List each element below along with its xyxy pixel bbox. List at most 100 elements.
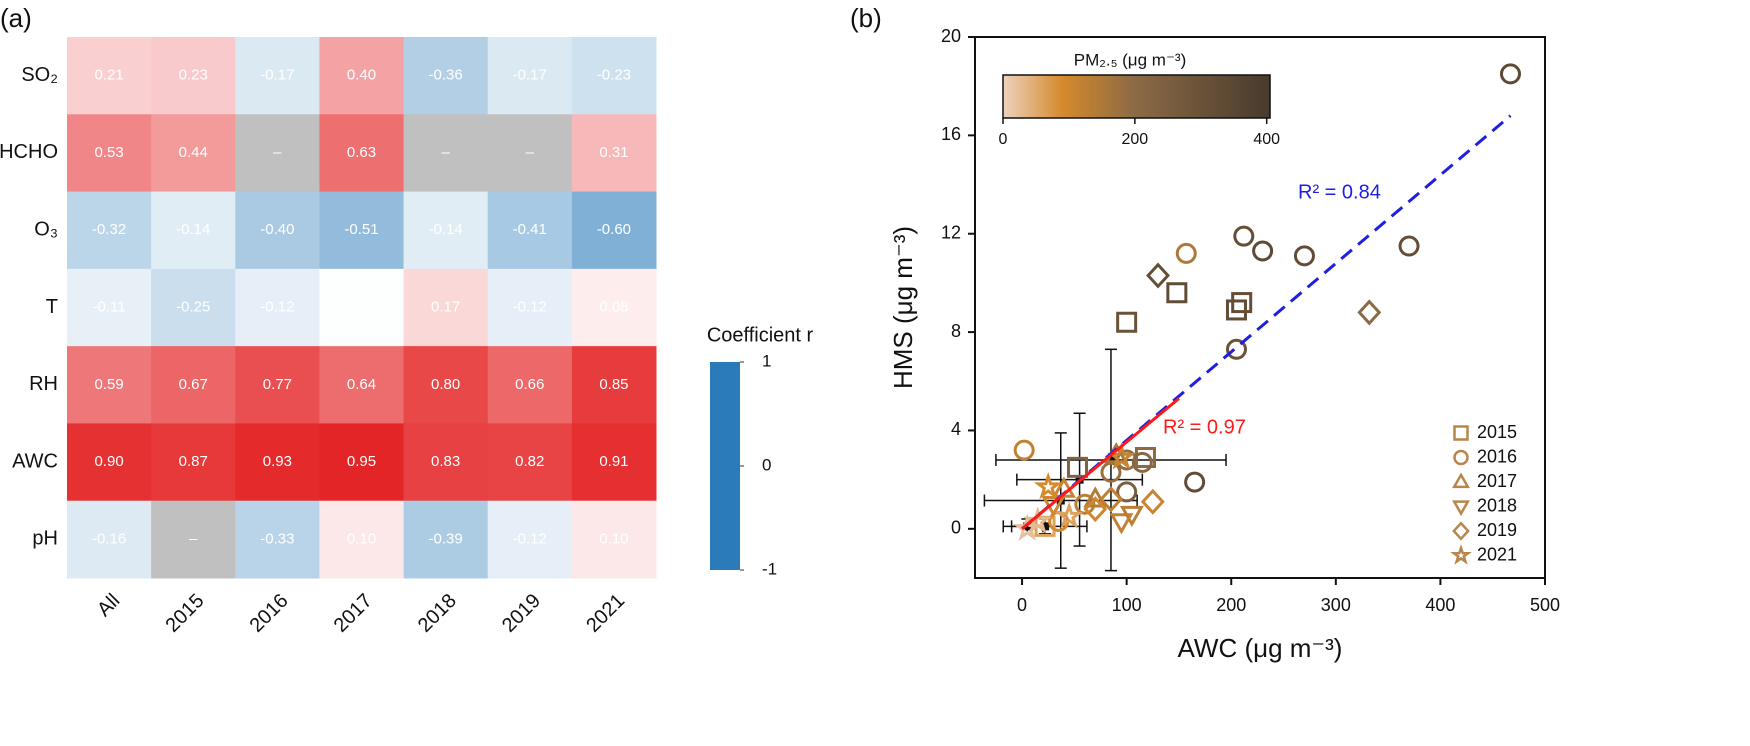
cell-label: -0.14 [429, 221, 463, 238]
error-center [1106, 455, 1115, 464]
colorbar-title: PM₂.₅ (μg m⁻³) [1074, 50, 1186, 69]
marker [1293, 245, 1315, 267]
cell-label: -0.12 [260, 298, 294, 315]
fit-label: R² = 0.97 [1163, 416, 1246, 438]
heat-cell [571, 114, 657, 193]
marker [1099, 486, 1123, 513]
cell-label: 0.59 [94, 376, 123, 393]
marker [1140, 488, 1165, 515]
cell-label: 0.17 [431, 298, 460, 315]
marker [1233, 225, 1255, 247]
cell-label: -0.23 [597, 67, 631, 84]
x-tick-label: 100 [1112, 595, 1142, 615]
marker [1175, 242, 1197, 264]
colorbar [710, 362, 740, 570]
cell-label: -0.32 [92, 221, 126, 238]
heat-cell [403, 346, 489, 424]
marker [1398, 235, 1420, 257]
heat-cell [571, 268, 657, 347]
heat-cell [403, 114, 489, 193]
cell-label: – [273, 144, 282, 161]
fit-label: R² = 0.84 [1298, 181, 1381, 203]
heat-cell [235, 114, 320, 193]
marker [1116, 481, 1138, 503]
legend-label: 2021 [1477, 544, 1517, 564]
marker [1083, 496, 1108, 523]
cell-label: -0.14 [176, 221, 210, 238]
legend-label: 2017 [1477, 471, 1517, 491]
x-tick-label: 500 [1530, 595, 1560, 615]
colorbar-tick-label: -1 [762, 559, 777, 578]
cell-label: -0.40 [260, 221, 294, 238]
cell-label: 0.77 [263, 376, 292, 393]
x-tick-label: 0 [1017, 595, 1027, 615]
marker [1499, 63, 1521, 85]
marker [1012, 513, 1042, 541]
heat-cell [487, 268, 573, 347]
heat-cell [319, 114, 405, 193]
marker [1166, 282, 1188, 304]
legend-label: 2016 [1477, 446, 1517, 466]
cell-label: -0.16 [92, 530, 126, 547]
marker [1023, 506, 1053, 534]
legend-entry: 2016 [1453, 446, 1517, 466]
column-label: 2016 [246, 590, 293, 637]
row-label: AWC [12, 450, 58, 472]
marker [1225, 338, 1247, 360]
marker [1033, 471, 1063, 500]
marker [1013, 439, 1035, 461]
heat-cell [571, 500, 657, 579]
fit-line [1021, 397, 1180, 530]
heat-cell [235, 423, 320, 502]
error-center [1041, 522, 1050, 531]
cell-label: – [526, 144, 535, 161]
cell-label: -0.60 [597, 221, 631, 238]
legend-label: 2019 [1477, 520, 1517, 540]
marker [1252, 240, 1274, 262]
heat-cell [67, 268, 152, 347]
colorbar-tick-label: 0 [999, 131, 1008, 148]
y-tick-label: 4 [951, 419, 961, 439]
cell-label: -0.11 [93, 298, 126, 315]
heat-cell [487, 191, 573, 270]
column-label: 2019 [498, 590, 545, 637]
cell-label: 0.67 [179, 376, 208, 393]
colorbar-title: Coefficient r [707, 324, 814, 346]
cell-label: 0.66 [515, 376, 544, 393]
heat-cell [319, 37, 405, 115]
cell-label: -0.17 [513, 67, 547, 84]
cell-label: 0.08 [599, 298, 628, 315]
y-tick-label: 20 [941, 26, 961, 46]
cell-label: 0.44 [179, 144, 208, 161]
cell-label: -0.12 [513, 530, 547, 547]
heat-cell [487, 500, 573, 579]
heat-cell [487, 37, 573, 115]
heat-cell [235, 346, 320, 424]
cell-label: 0.10 [599, 530, 628, 547]
row-label: T [46, 296, 58, 318]
marker [1119, 505, 1144, 528]
x-axis-label: AWC (μg m⁻³) [1178, 633, 1343, 663]
error-bar [995, 348, 1227, 572]
legend-marker [1452, 521, 1470, 541]
cell-label: -0.12 [513, 298, 547, 315]
row-label: O₃ [34, 218, 58, 240]
cell-label: -0.33 [260, 530, 294, 547]
marker [1054, 501, 1084, 529]
cell-label: 0.21 [94, 67, 123, 84]
colorbar-tick-label: 200 [1122, 131, 1149, 148]
cell-label: – [189, 530, 198, 547]
row-label: SO₂ [21, 64, 58, 86]
column-label: All [93, 590, 124, 621]
heat-cell [151, 191, 236, 270]
cell-label: -0.01 [344, 298, 378, 315]
cell-label: 0.87 [179, 453, 208, 470]
panel-label: (b) [850, 3, 882, 33]
heat-cell [67, 500, 152, 579]
row-label: HCHO [0, 141, 58, 163]
cell-label: 0.80 [431, 376, 460, 393]
column-label: 2021 [582, 590, 629, 637]
row-label: pH [32, 528, 58, 550]
heat-cell [151, 500, 236, 579]
cell-label: 0.95 [347, 453, 376, 470]
